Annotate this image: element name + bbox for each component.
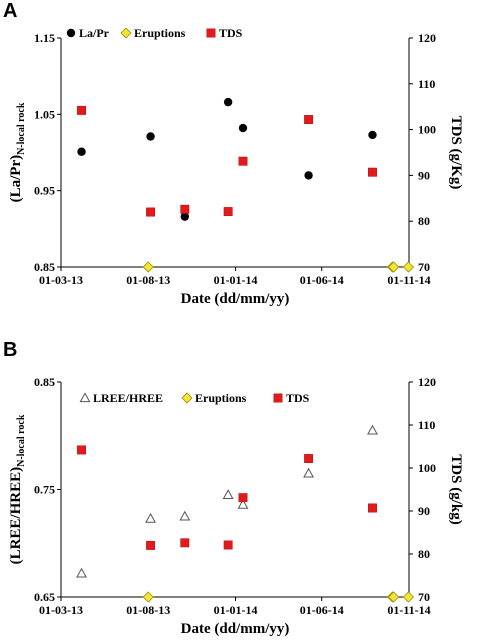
x-tick-label: 01-06-14 bbox=[300, 273, 344, 287]
legend-marker bbox=[181, 392, 193, 404]
y2-tick-label: 70 bbox=[418, 260, 430, 274]
legend-label: LREE/HREE bbox=[93, 391, 163, 405]
y2-tick-label: 100 bbox=[418, 123, 436, 137]
x-tick-label: 01-08-13 bbox=[126, 273, 170, 287]
y2-axis-label: TDS (g/Kg) bbox=[448, 116, 464, 190]
data-point bbox=[179, 510, 191, 521]
data-point bbox=[146, 207, 156, 217]
data-point bbox=[145, 512, 157, 523]
data-point bbox=[368, 130, 377, 140]
series-lree-hree bbox=[76, 424, 378, 578]
data-point bbox=[388, 261, 400, 273]
y-tick-label: 1.15 bbox=[34, 31, 55, 45]
panel-letter: B bbox=[3, 339, 17, 361]
y-tick-label: 1.05 bbox=[34, 107, 55, 121]
data-point bbox=[146, 540, 156, 550]
x-tick-label: 01-11-14 bbox=[387, 603, 430, 617]
y2-tick-label: 80 bbox=[418, 214, 430, 228]
y-tick-label: 0.85 bbox=[34, 375, 55, 389]
y-tick-label: 0.95 bbox=[34, 184, 55, 198]
x-tick-label: 01-01-14 bbox=[214, 603, 258, 617]
y-tick-label: 0.65 bbox=[34, 590, 55, 604]
y-axis-label-subscript: N-local rock bbox=[16, 414, 27, 467]
y2-tick-label: 80 bbox=[418, 547, 430, 561]
data-point bbox=[223, 97, 233, 107]
legend-marker bbox=[79, 392, 91, 403]
series-tds bbox=[77, 445, 377, 550]
panel-a: A 01-03-13 01-08-13 01-01-14 01-06-14 01-11-1… bbox=[3, 0, 464, 307]
x-axis-label: Date (dd/mm/yy) bbox=[181, 291, 290, 307]
data-point bbox=[180, 212, 189, 221]
legend: La/Pr Eruptions TDS bbox=[66, 26, 243, 40]
y2-axis-label: TDS (g/kg) bbox=[448, 454, 464, 524]
y2-tick-label: 110 bbox=[418, 418, 435, 432]
legend-label: La/Pr bbox=[79, 26, 110, 40]
data-point bbox=[238, 156, 248, 166]
data-point bbox=[238, 493, 248, 503]
data-point bbox=[142, 591, 154, 603]
data-point bbox=[303, 467, 315, 478]
series-eruptions bbox=[142, 261, 414, 273]
y-tick-label: 0.85 bbox=[34, 260, 55, 274]
data-point bbox=[77, 147, 86, 156]
legend-marker bbox=[206, 28, 216, 38]
data-point bbox=[367, 424, 378, 435]
y-axis-label-subscript: N-local rock bbox=[16, 102, 27, 155]
panel-letter: A bbox=[3, 0, 17, 22]
legend-marker bbox=[66, 28, 76, 38]
data-point bbox=[77, 445, 86, 455]
legend-label: TDS bbox=[219, 26, 243, 40]
data-point bbox=[223, 540, 233, 550]
legend: LREE/HREE Eruptions TDS bbox=[79, 391, 310, 405]
y-axis-label: (La/Pr)N-local rock bbox=[8, 102, 27, 202]
x-tick-label: 01-03-13 bbox=[39, 273, 83, 287]
y2-tick-label: 90 bbox=[418, 168, 430, 182]
y2-tick-label: 110 bbox=[418, 77, 435, 91]
data-point bbox=[77, 105, 86, 115]
y2-tick-label: 120 bbox=[418, 31, 436, 45]
x-tick-label: 01-03-13 bbox=[39, 603, 83, 617]
series-tds bbox=[77, 105, 377, 217]
legend-marker bbox=[273, 393, 283, 403]
data-point bbox=[304, 115, 314, 124]
y2-tick-label: 100 bbox=[418, 461, 436, 475]
data-point bbox=[237, 498, 249, 509]
series-eruptions bbox=[142, 591, 414, 603]
data-point bbox=[402, 261, 414, 273]
x-axis-label: Date (dd/mm/yy) bbox=[181, 621, 290, 637]
data-point bbox=[388, 591, 400, 603]
y-axis-label: (LREE/HREE)N-local rock bbox=[8, 414, 27, 564]
y-tick-label: 0.75 bbox=[34, 483, 55, 497]
data-point bbox=[304, 454, 314, 463]
data-point bbox=[223, 207, 233, 217]
legend-marker bbox=[120, 27, 132, 39]
data-point bbox=[238, 123, 248, 133]
x-tick-label: 01-06-14 bbox=[300, 603, 344, 617]
data-point bbox=[180, 204, 190, 214]
data-point bbox=[222, 489, 234, 500]
y2-tick-label: 70 bbox=[418, 590, 430, 604]
x-tick-label: 01-11-14 bbox=[387, 273, 430, 287]
y2-tick-label: 120 bbox=[418, 375, 436, 389]
data-point bbox=[76, 567, 87, 578]
y-axis-label-main: (LREE/HREE) bbox=[8, 467, 24, 565]
data-point bbox=[368, 503, 377, 513]
data-point bbox=[304, 171, 313, 180]
data-point bbox=[402, 591, 414, 603]
panel-b: B 01-03-13 01-08-13 01-01-14 01-06-14 01-11-1… bbox=[3, 339, 464, 637]
data-point bbox=[146, 132, 155, 141]
legend-label: TDS bbox=[286, 391, 310, 405]
legend-label: Eruptions bbox=[134, 26, 186, 40]
x-tick-label: 01-08-13 bbox=[126, 603, 170, 617]
data-point bbox=[368, 167, 377, 177]
legend-label: Eruptions bbox=[195, 391, 247, 405]
series-la-pr bbox=[77, 97, 377, 221]
x-tick-label: 01-01-14 bbox=[214, 273, 258, 287]
y-axis-label-main: (La/Pr) bbox=[8, 155, 24, 202]
data-point bbox=[142, 261, 154, 273]
y2-tick-label: 90 bbox=[418, 504, 430, 518]
data-point bbox=[180, 538, 190, 548]
